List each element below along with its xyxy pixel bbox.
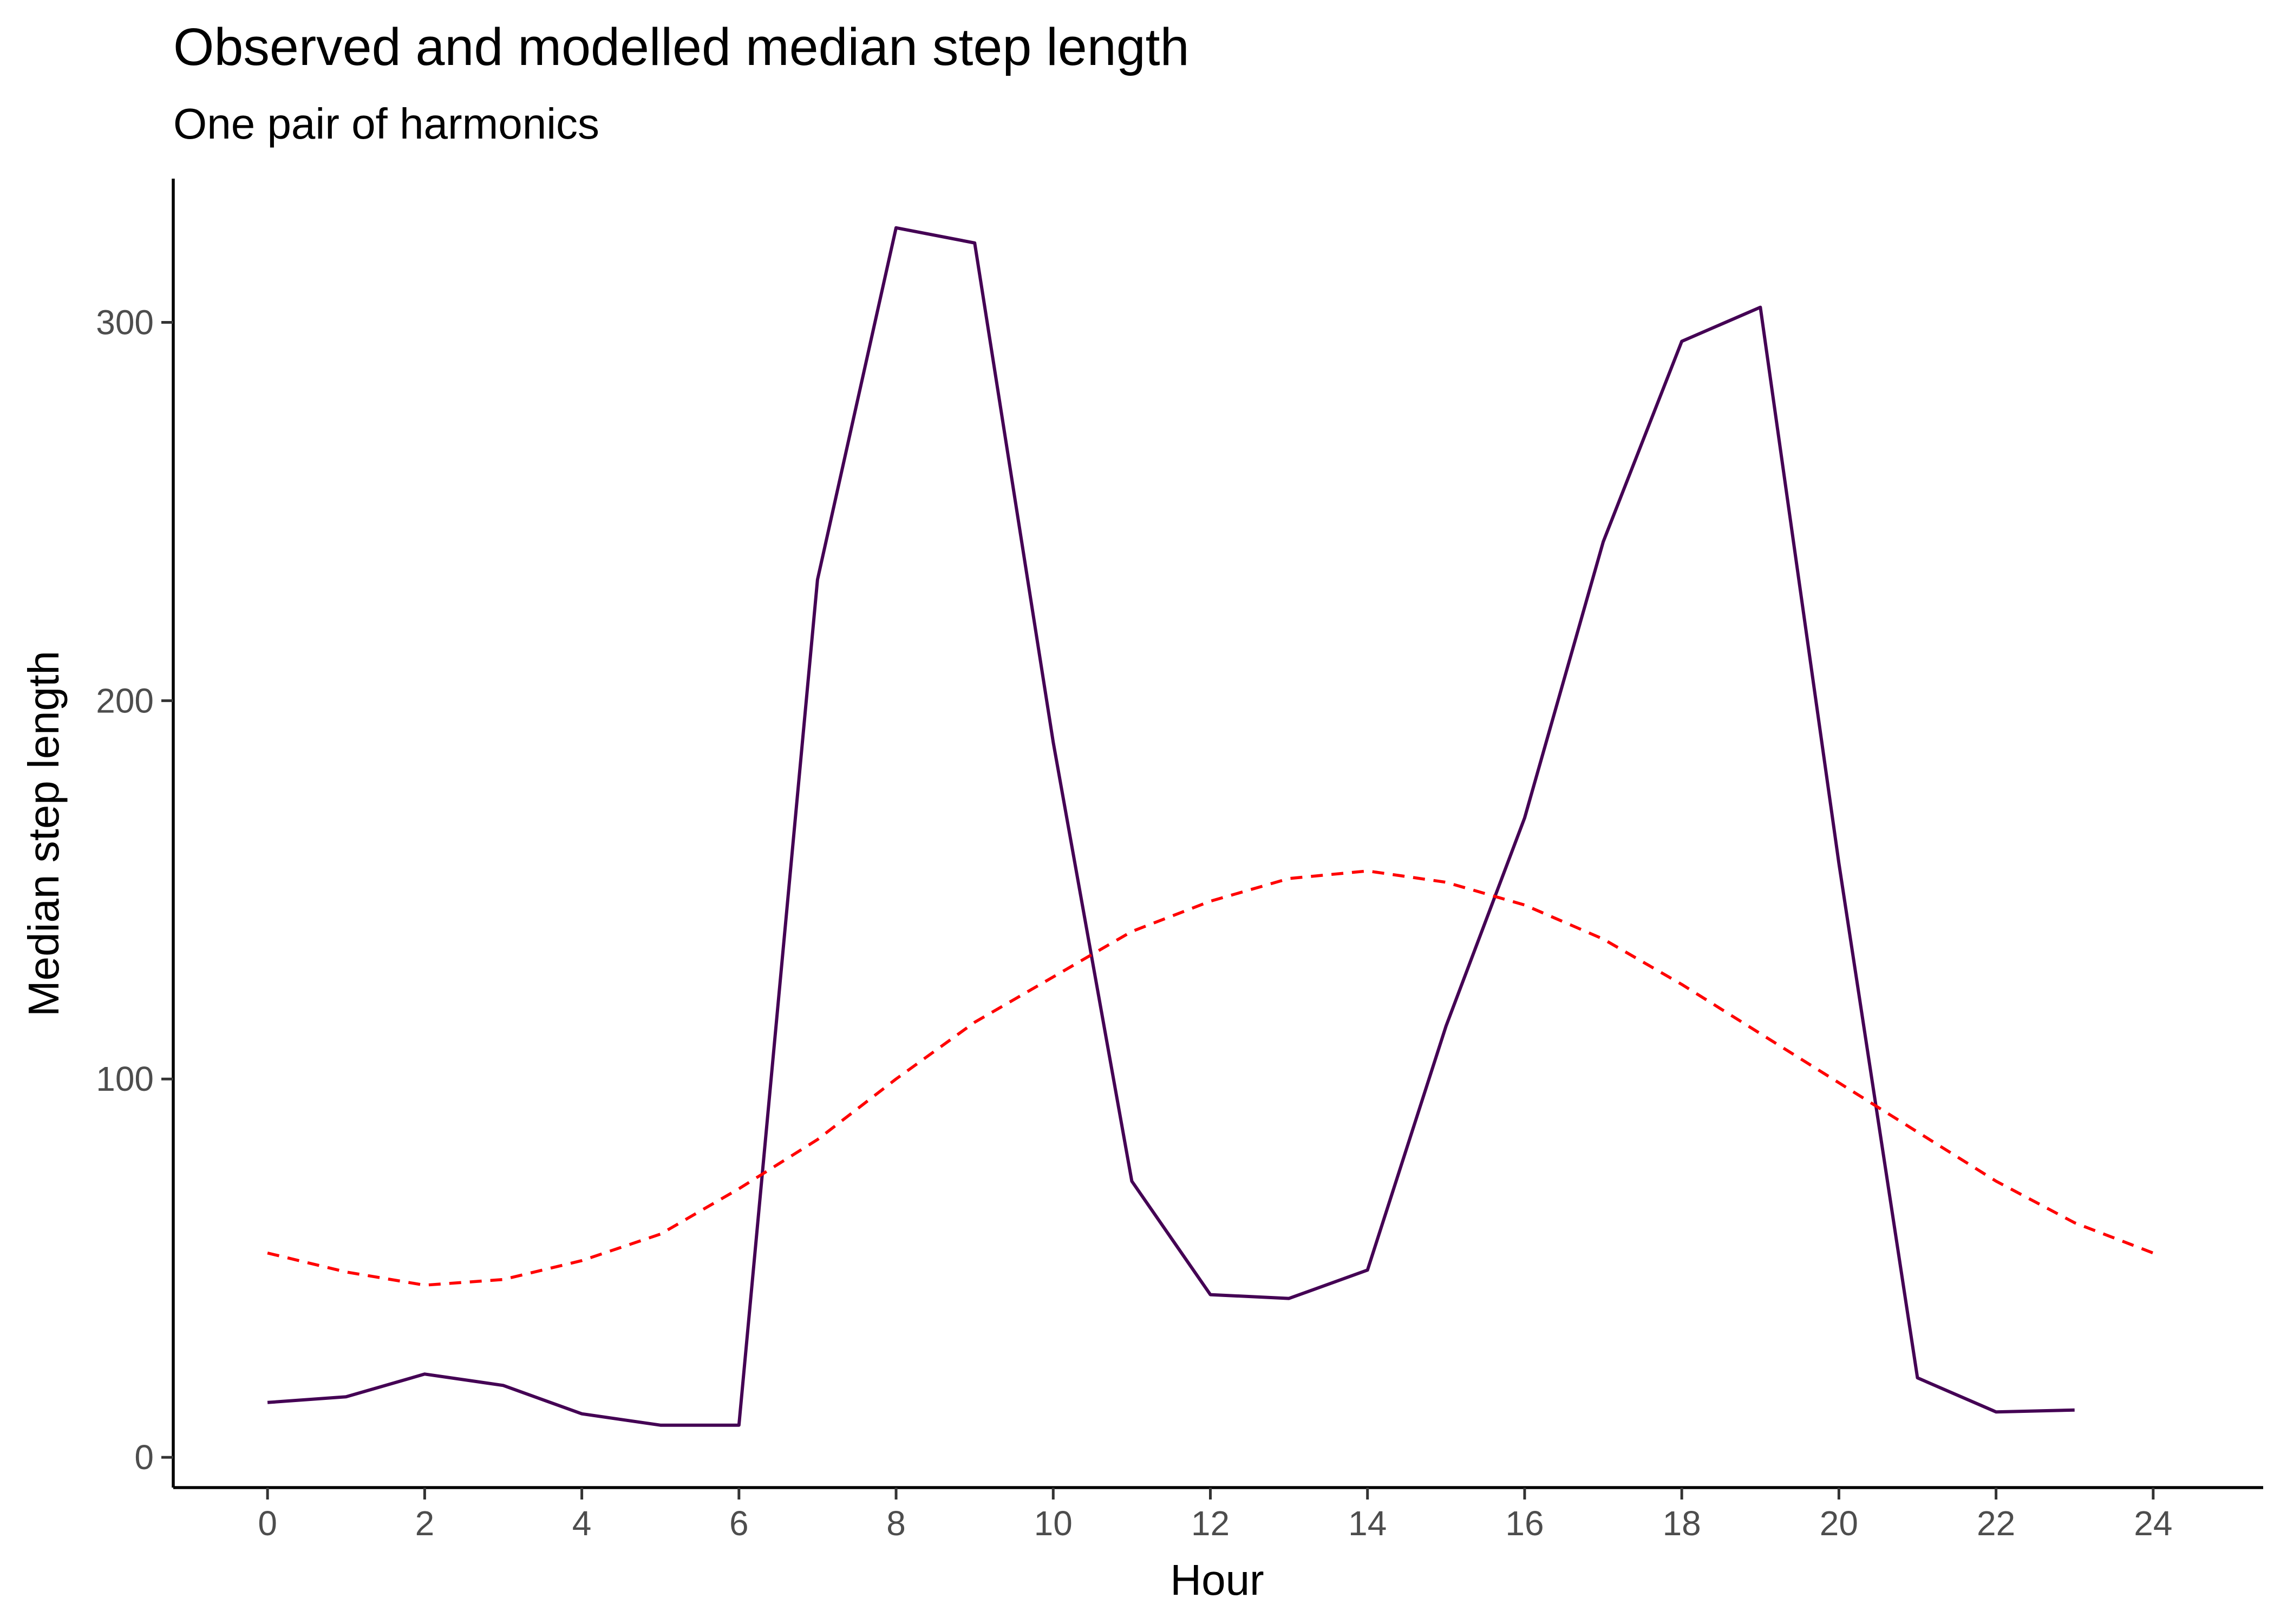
observed-series-line bbox=[267, 226, 2075, 1427]
y-tick-label: 300 bbox=[96, 303, 154, 342]
x-tick-label: 4 bbox=[572, 1504, 592, 1543]
x-tick-label: 20 bbox=[1820, 1504, 1858, 1543]
x-tick-label: 12 bbox=[1191, 1504, 1230, 1543]
y-tick-label: 200 bbox=[96, 681, 154, 720]
x-axis-title: Hour bbox=[1170, 1556, 1264, 1604]
x-tick-label: 2 bbox=[415, 1504, 435, 1543]
y-tick-label: 100 bbox=[96, 1059, 154, 1098]
x-tick-label: 18 bbox=[1663, 1504, 1701, 1543]
chart-subtitle: One pair of harmonics bbox=[173, 100, 599, 148]
y-axis: 0 100 200 300 bbox=[96, 179, 175, 1488]
x-tick-label: 0 bbox=[258, 1504, 277, 1543]
x-tick-label: 14 bbox=[1348, 1504, 1387, 1543]
x-tick-label: 8 bbox=[886, 1504, 906, 1543]
x-tick-label: 22 bbox=[1977, 1504, 2015, 1543]
x-tick-label: 10 bbox=[1034, 1504, 1073, 1543]
plot-area bbox=[267, 226, 2154, 1427]
x-axis: 0 2 4 6 8 10 12 14 16 18 20 22 24 bbox=[173, 1486, 2263, 1543]
chart-title: Observed and modelled median step length bbox=[173, 17, 1190, 76]
x-tick-label: 16 bbox=[1505, 1504, 1544, 1543]
x-tick-label: 24 bbox=[2134, 1504, 2172, 1543]
x-tick-label: 6 bbox=[729, 1504, 749, 1543]
y-axis-title: Median step length bbox=[19, 651, 68, 1017]
y-tick-label: 0 bbox=[134, 1438, 154, 1477]
modelled-series-line bbox=[267, 869, 2154, 1287]
